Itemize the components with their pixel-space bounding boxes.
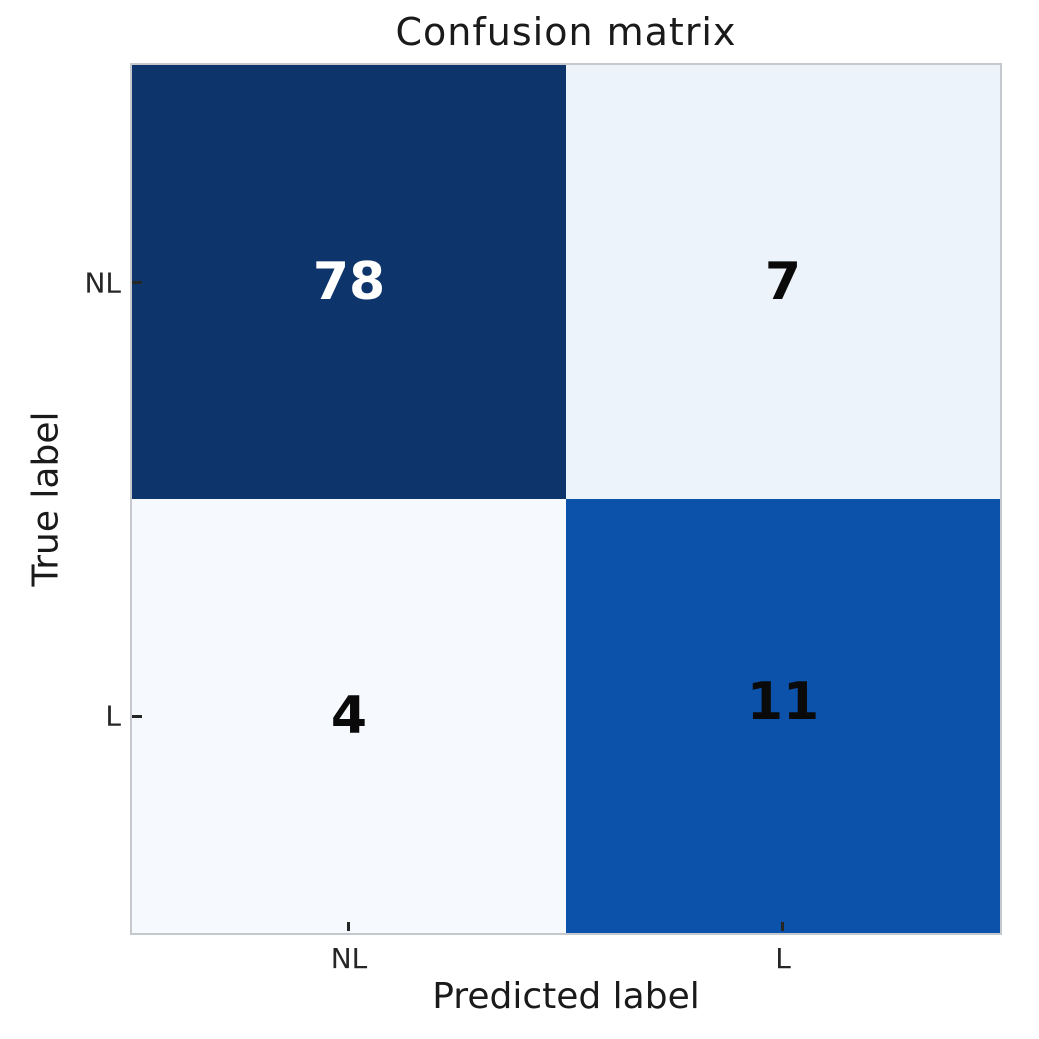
y-tick-label-nl: NL [84,266,121,300]
y-axis-label: True label [25,411,67,587]
cell-value-true-nl-pred-nl: 78 [312,252,386,312]
cell-true-nl-pred-nl: 78 [132,65,566,499]
heatmap-axes: 78 7 4 11 [130,63,1002,935]
x-axis-label: Predicted label [432,976,700,1017]
x-tick-label-l: L [775,942,791,975]
y-tick-mark-nl [132,281,142,284]
cell-value-true-l-pred-l: 11 [746,672,820,732]
x-tick-mark-l [781,922,784,931]
x-tick-label-nl: NL [330,942,368,975]
y-tick-mark-l [132,715,142,718]
cell-value-true-l-pred-nl: 4 [330,686,368,746]
cell-true-l-pred-nl: 4 [132,499,566,933]
cell-value-true-nl-pred-l: 7 [764,252,802,312]
cell-true-l-pred-l: 11 [566,499,1000,933]
x-tick-mark-nl [347,922,350,931]
chart-title: Confusion matrix [395,10,737,54]
y-tick-label-l: L [105,699,121,733]
cell-true-nl-pred-l: 7 [566,65,1000,499]
